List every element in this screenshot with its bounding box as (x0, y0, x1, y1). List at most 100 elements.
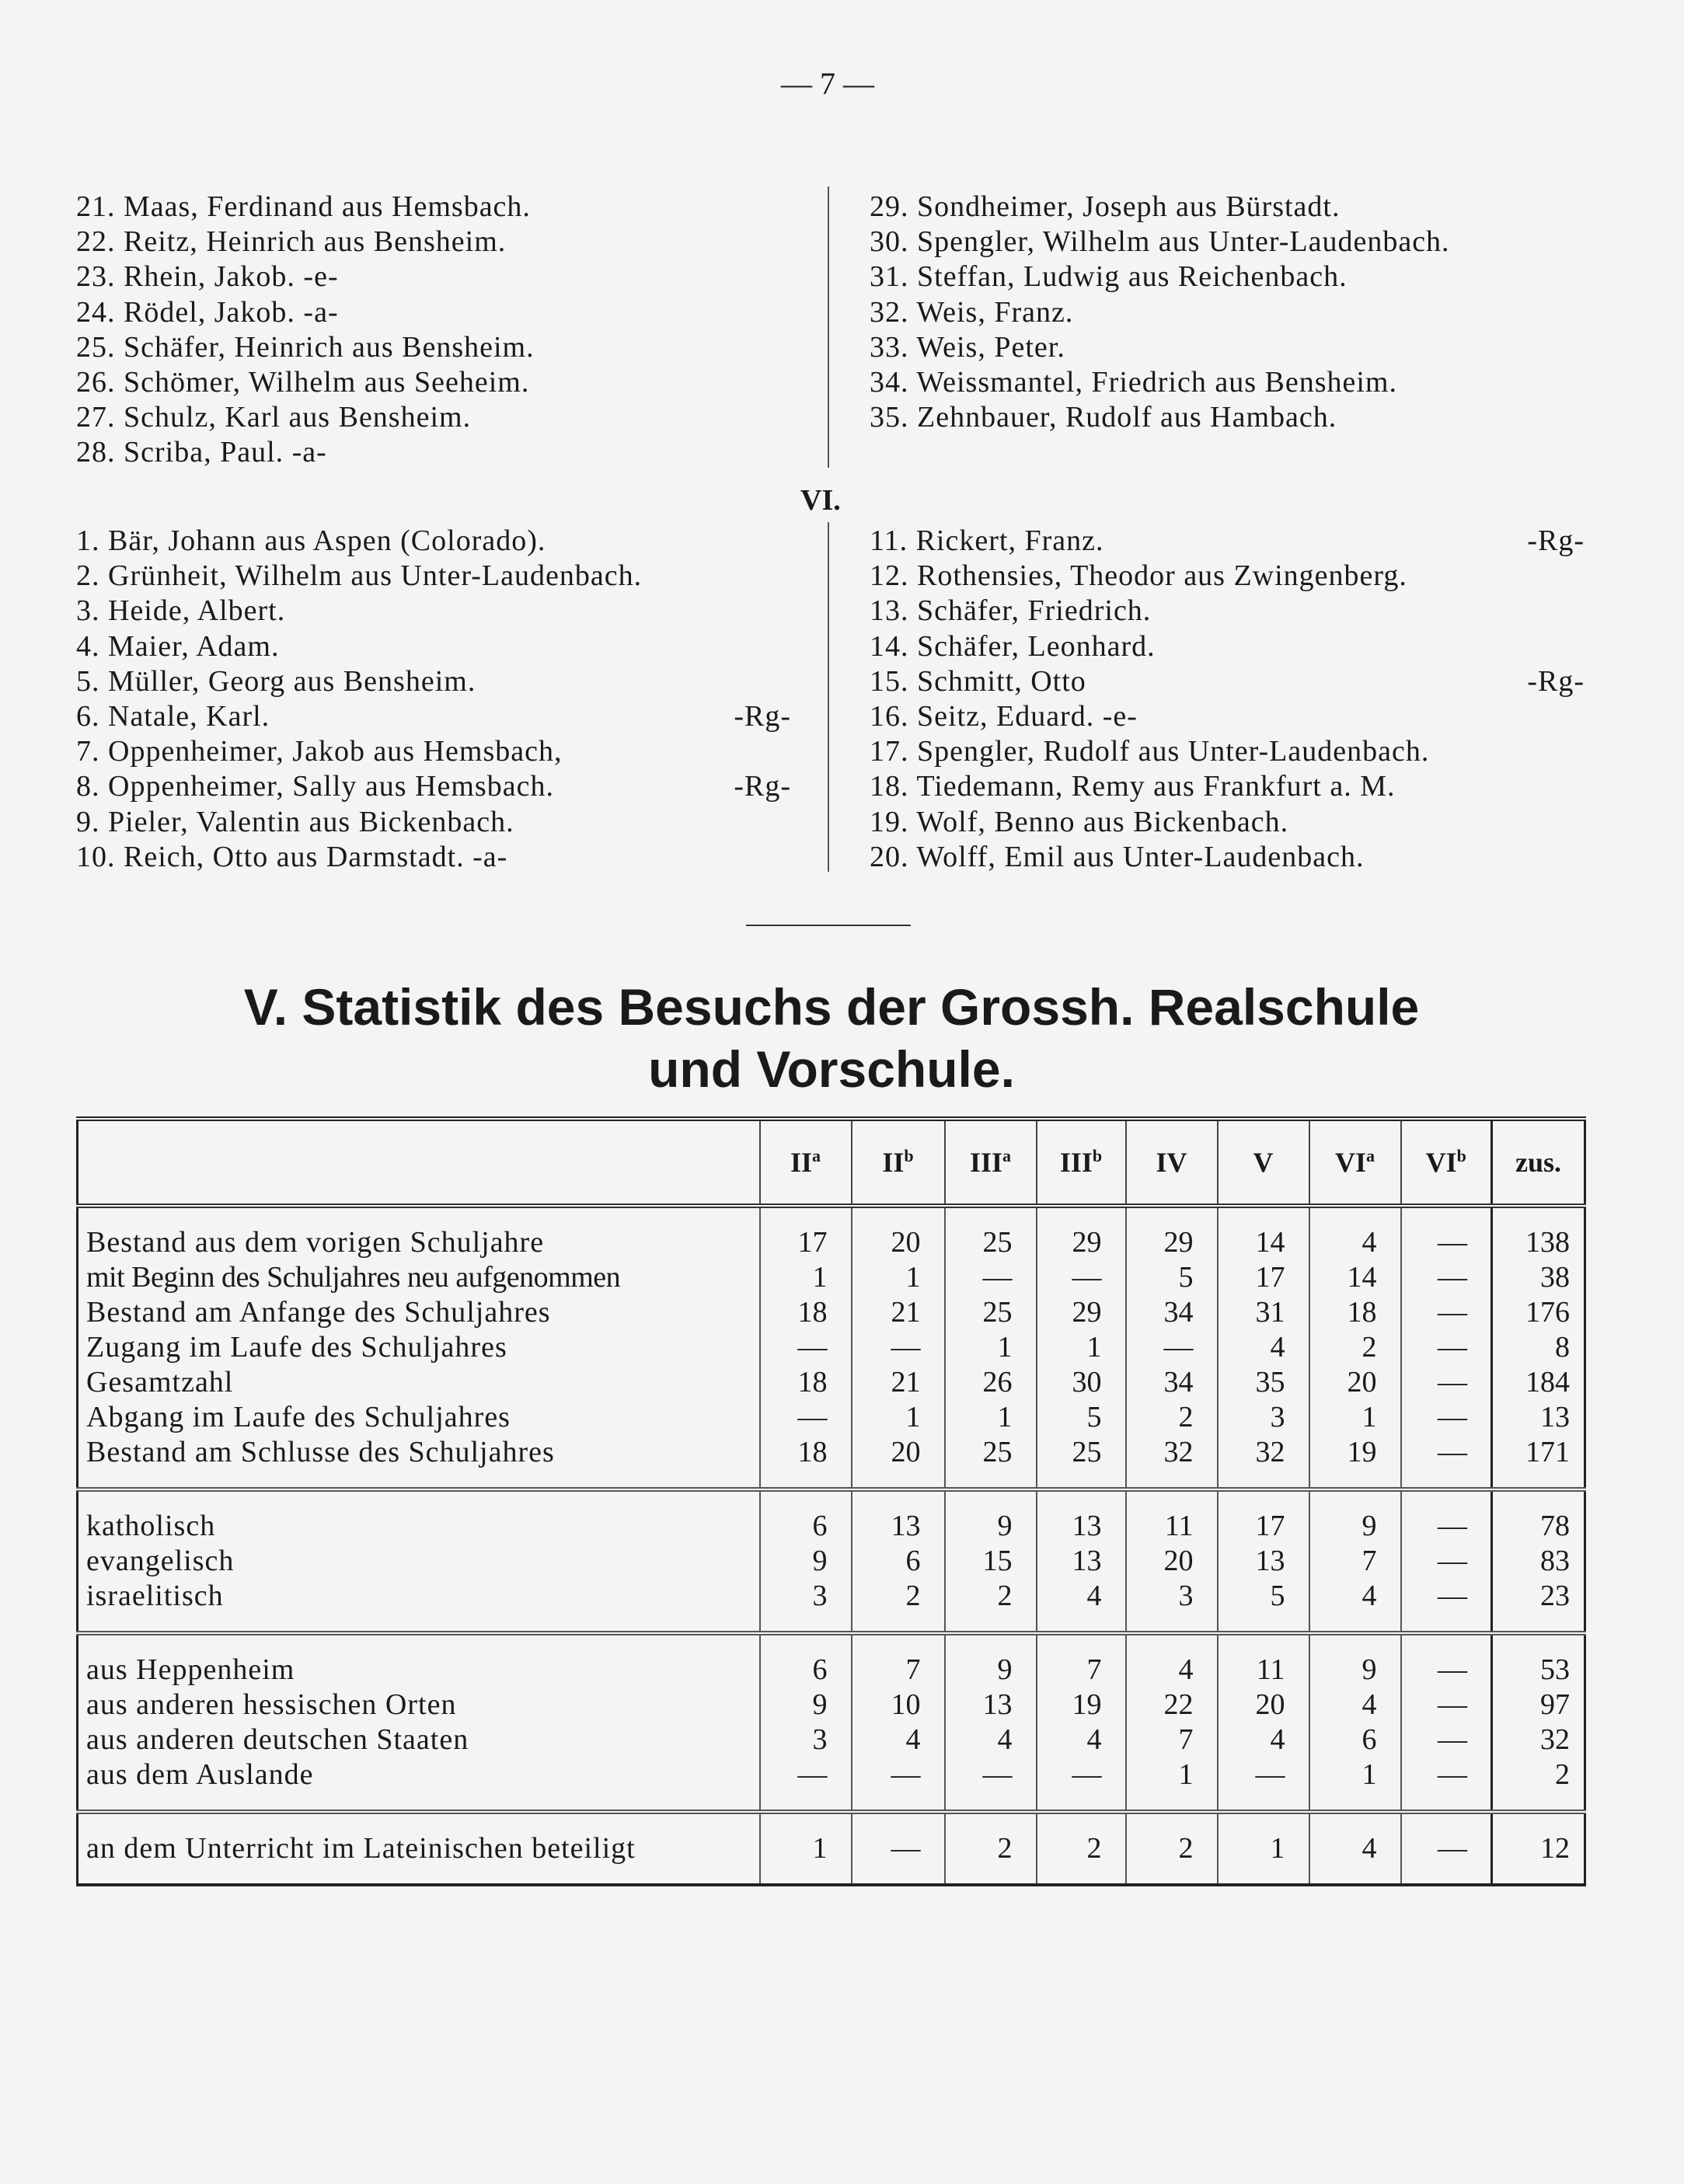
column-header-text: II (882, 1147, 905, 1178)
row-label: aus anderen hessischen Orten (86, 1688, 457, 1721)
total-cell: 97 (1490, 1688, 1585, 1722)
list-item: 17. Spengler, Rudolf aus Unter-Laudenbac… (870, 734, 1585, 769)
student-entry: 26. Schömer, Wilhelm aus Seeheim. (76, 365, 530, 399)
value-cell: 25 (943, 1295, 1037, 1330)
column-header-text: IV (1156, 1147, 1187, 1178)
list-item: 27. Schulz, Karl aus Bensheim. (76, 400, 535, 435)
student-entry: 32. Weis, Franz. (870, 295, 1074, 329)
value-cell: 9 (1308, 1653, 1401, 1688)
value-cell: 26 (943, 1365, 1037, 1400)
column-header-text: V (1253, 1147, 1274, 1178)
value-cell: — (1035, 1757, 1126, 1792)
value-cell: 21 (850, 1295, 945, 1330)
column-header-text: VI (1334, 1147, 1366, 1178)
list-item: 4. Maier, Adam. (76, 629, 791, 664)
list-item: 13. Schäfer, Friedrich. (870, 594, 1585, 629)
column-header: IIIb (1035, 1119, 1126, 1208)
column-divider (828, 522, 829, 872)
student-list-vi-right: 11. Rickert, Franz. -Rg- 12. Rothensies, T… (870, 524, 1585, 875)
column-header: IV (1124, 1119, 1218, 1208)
value-cell: 32 (1124, 1435, 1218, 1470)
list-item: 19. Wolf, Benno aus Bickenbach. (870, 805, 1585, 840)
student-entry: 17. Spengler, Rudolf aus Unter-Laudenbac… (870, 735, 1430, 768)
value-cell: — (758, 1757, 852, 1792)
section-title-line2: und Vorschule. (648, 1040, 1015, 1098)
value-cell: 4 (850, 1722, 945, 1757)
column-header-superscript: a (1366, 1146, 1375, 1165)
value-cell: 7 (850, 1653, 945, 1688)
value-cell: 2 (1308, 1330, 1401, 1365)
list-item: 29. Sondheimer, Joseph aus Bürstadt. (870, 190, 1450, 225)
value-cell: 1 (1035, 1330, 1126, 1365)
value-cell: — (1400, 1544, 1492, 1579)
list-item: 14. Schäfer, Leonhard. (870, 629, 1585, 664)
student-list-top-left: 21. Maas, Ferdinand aus Hemsbach. 22. Rei… (76, 190, 535, 471)
row-label: israelitisch (86, 1580, 224, 1612)
row-label: Bestand am Schlusse des Schuljahres (86, 1436, 555, 1468)
column-header: VIa (1308, 1119, 1401, 1208)
list-item: 23. Rhein, Jakob. -e- (76, 260, 535, 294)
value-cell: 15 (943, 1544, 1037, 1579)
table-row: Bestand aus dem vorigen Schuljahre 17 20 25… (78, 1225, 1585, 1260)
value-cell: 10 (850, 1688, 945, 1722)
value-cell: 20 (1216, 1688, 1309, 1722)
section-title-line1: V. Statistik des Besuchs der Grossh. Rea… (243, 978, 1420, 1036)
total-cell: 176 (1490, 1295, 1585, 1330)
student-entry: 9. Pieler, Valentin aus Bickenbach. (76, 805, 514, 838)
row-label: Bestand aus dem vorigen Schuljahre (86, 1226, 545, 1259)
value-cell: 1 (1308, 1757, 1401, 1792)
total-cell: 32 (1490, 1722, 1585, 1757)
table-row: Abgang im Laufe des Schuljahres —1 1 5 2 3 1—1… (78, 1400, 1585, 1435)
column-header-text: III (969, 1147, 1003, 1178)
total-cell: 8 (1490, 1330, 1585, 1365)
list-item: 6. Natale, Karl. -Rg- (76, 699, 791, 734)
value-cell: 29 (1035, 1225, 1126, 1260)
list-item: 25. Schäfer, Heinrich aus Bensheim. (76, 330, 535, 365)
value-cell: — (1400, 1579, 1492, 1614)
value-cell: 18 (1308, 1295, 1401, 1330)
student-entry: 6. Natale, Karl. (76, 699, 270, 733)
total-cell: 171 (1490, 1435, 1585, 1470)
list-item: 21. Maas, Ferdinand aus Hemsbach. (76, 190, 535, 225)
student-entry: 11. Rickert, Franz. (870, 524, 1104, 557)
list-item: 7. Oppenheimer, Jakob aus Hemsbach, (76, 734, 791, 769)
table-row: aus anderen hessischen Orten 9 10 13 19 22 20 4… (78, 1688, 1585, 1722)
value-cell: — (1400, 1400, 1492, 1435)
student-entry: 35. Zehnbauer, Rudolf aus Hambach. (870, 401, 1337, 434)
student-entry: 13. Schäfer, Friedrich. (870, 594, 1152, 628)
value-cell: 13 (943, 1688, 1037, 1722)
value-cell: — (1035, 1260, 1126, 1295)
statistics-table: IIa IIb IIIa IIIb IV V VIa VIb zus. Bestand aus … (76, 1116, 1586, 1886)
value-cell: 7 (1124, 1722, 1218, 1757)
value-cell: 4 (1216, 1330, 1309, 1365)
value-cell: 17 (758, 1225, 852, 1260)
list-item: 31. Steffan, Ludwig aus Reichenbach. (870, 260, 1450, 294)
list-item: 20. Wolff, Emil aus Unter-Laudenbach. (870, 840, 1585, 875)
list-item: 15. Schmitt, Otto -Rg- (870, 664, 1585, 699)
student-entry: 30. Spengler, Wilhelm aus Unter-Laudenba… (870, 225, 1450, 259)
list-item: 22. Reitz, Heinrich aus Bensheim. (76, 225, 535, 260)
value-cell: 9 (758, 1544, 852, 1579)
student-entry: 3. Heide, Albert. (76, 594, 286, 628)
total-cell: 23 (1490, 1579, 1585, 1614)
value-cell: 1 (943, 1330, 1037, 1365)
value-cell: 1 (758, 1831, 852, 1866)
value-cell: 3 (1216, 1400, 1309, 1435)
value-cell: 29 (1124, 1225, 1218, 1260)
value-cell: 13 (850, 1509, 945, 1544)
value-cell: 5 (1035, 1400, 1126, 1435)
column-header-text: III (1059, 1147, 1093, 1178)
student-entry: 29. Sondheimer, Joseph aus Bürstadt. (870, 190, 1341, 223)
student-entry: 28. Scriba, Paul. -a- (76, 436, 327, 469)
value-cell: — (1400, 1757, 1492, 1792)
value-cell: 34 (1124, 1365, 1218, 1400)
list-item: 30. Spengler, Wilhelm aus Unter-Laudenba… (870, 225, 1450, 260)
value-cell: 3 (1124, 1579, 1218, 1614)
page-number: — 7 — (781, 66, 874, 101)
list-item: 5. Müller, Georg aus Bensheim. (76, 664, 791, 699)
value-cell: 25 (943, 1225, 1037, 1260)
value-cell: 2 (1035, 1831, 1126, 1866)
column-header: zus. (1490, 1119, 1585, 1208)
value-cell: 5 (1124, 1260, 1218, 1295)
student-tag: -Rg- (1527, 664, 1585, 698)
